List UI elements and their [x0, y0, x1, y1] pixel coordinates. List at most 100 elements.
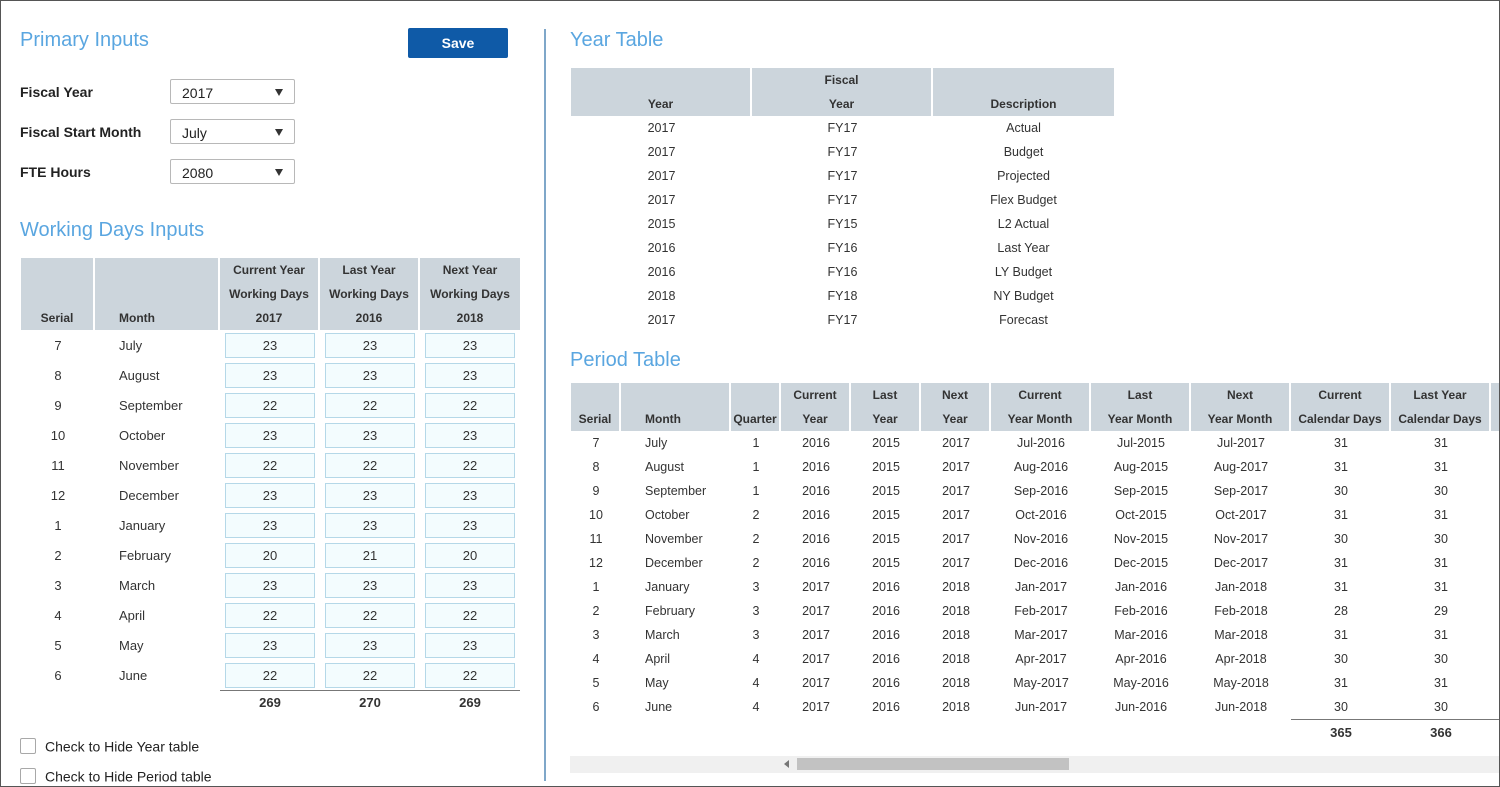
- working-days-cell: 22: [320, 450, 420, 480]
- month-cell: January: [119, 517, 166, 533]
- working-days-input[interactable]: 22: [425, 392, 515, 418]
- working-days-input[interactable]: 22: [425, 452, 515, 478]
- save-button[interactable]: Save: [408, 28, 508, 58]
- scrollbar-thumb[interactable]: [797, 758, 1069, 770]
- last-year-cell: 2015: [872, 460, 900, 474]
- description-cell: LY Budget: [994, 265, 1053, 279]
- working-days-input[interactable]: 23: [425, 512, 515, 538]
- working-days-header-row: Serial Month Current Year Working Days 201…: [21, 258, 520, 330]
- next-year-cell: 2018: [942, 700, 970, 714]
- description-cell: NY Budget: [993, 289, 1054, 303]
- next-year-cell: 2018: [942, 604, 970, 618]
- current-year-month-cell: Sep-2016: [1013, 484, 1069, 498]
- hide-year-table-checkbox-row[interactable]: Check to Hide Year table: [20, 737, 199, 755]
- last-year-calendar-days-cell: 30: [1434, 652, 1448, 666]
- month-cell: November: [645, 532, 703, 546]
- month-cell: February: [119, 547, 172, 563]
- working-days-input[interactable]: 23: [325, 572, 415, 598]
- current-year-month-cell: Oct-2016: [1015, 508, 1067, 522]
- last-year-month-cell: Sep-2015: [1113, 484, 1169, 498]
- working-days-input[interactable]: 23: [325, 422, 415, 448]
- working-days-input[interactable]: 20: [425, 542, 515, 568]
- current-year-month-cell: Mar-2017: [1014, 628, 1068, 642]
- last-year-month-cell: Mar-2016: [1114, 628, 1168, 642]
- month-cell: October: [645, 508, 690, 522]
- working-days-input[interactable]: 23: [325, 482, 415, 508]
- table-row: 7 July 23 23 23: [21, 330, 520, 360]
- horizontal-scrollbar[interactable]: [570, 756, 1499, 773]
- last-year-calendar-days-cell: 29: [1434, 604, 1448, 618]
- working-days-input[interactable]: 23: [225, 482, 315, 508]
- working-days-input[interactable]: 22: [225, 392, 315, 418]
- year-table-header-row: Year Fiscal Year Description: [571, 68, 1114, 116]
- working-days-cell: 22: [420, 450, 520, 480]
- hide-year-table-checkbox[interactable]: [20, 738, 36, 755]
- working-days-input[interactable]: 23: [325, 632, 415, 658]
- period-table-title: Period Table: [570, 349, 681, 371]
- table-row: 10 October 23 23 23: [21, 420, 520, 450]
- working-days-input[interactable]: 23: [425, 422, 515, 448]
- working-days-input[interactable]: 22: [325, 602, 415, 628]
- fiscal-start-month-select[interactable]: July: [170, 119, 295, 144]
- fte-hours-select[interactable]: 2080: [170, 159, 295, 184]
- serial-cell: 6: [592, 700, 600, 714]
- working-days-cell: 22: [420, 390, 520, 420]
- blank-cell: [1091, 719, 1191, 745]
- working-days-input[interactable]: 22: [225, 662, 315, 688]
- month-cell: December: [645, 556, 703, 570]
- working-days-input[interactable]: 23: [425, 362, 515, 388]
- working-days-input[interactable]: 23: [225, 512, 315, 538]
- serial-cell: 12: [50, 487, 66, 503]
- next-year-month-cell: May-2018: [1213, 676, 1269, 690]
- working-days-input[interactable]: 23: [225, 362, 315, 388]
- working-days-input[interactable]: 22: [325, 662, 415, 688]
- working-days-input[interactable]: 20: [225, 542, 315, 568]
- working-days-input[interactable]: 23: [425, 632, 515, 658]
- serial-cell: 5: [54, 637, 62, 653]
- current-year-month-cell: Jun-2017: [1014, 700, 1068, 714]
- working-days-input[interactable]: 23: [225, 332, 315, 358]
- working-days-input[interactable]: 23: [425, 572, 515, 598]
- working-days-input[interactable]: 23: [225, 632, 315, 658]
- current-year-cell: 2017: [802, 604, 830, 618]
- working-days-input[interactable]: 23: [325, 332, 415, 358]
- next-year-month-cell: Apr-2018: [1215, 652, 1267, 666]
- last-year-calendar-days-cell: 31: [1434, 628, 1448, 642]
- working-days-input[interactable]: 23: [325, 512, 415, 538]
- working-days-input[interactable]: 22: [225, 452, 315, 478]
- working-days-input[interactable]: 23: [425, 332, 515, 358]
- hide-period-table-checkbox-row[interactable]: Check to Hide Period table: [20, 767, 212, 785]
- working-days-input[interactable]: 22: [225, 602, 315, 628]
- current-calendar-days-cell: 28: [1334, 604, 1348, 618]
- serial-cell: 10: [589, 508, 603, 522]
- working-days-input[interactable]: 22: [425, 602, 515, 628]
- chevron-down-icon: [275, 129, 283, 136]
- working-days-input[interactable]: 23: [325, 362, 415, 388]
- hide-period-table-checkbox[interactable]: [20, 768, 36, 785]
- working-days-input[interactable]: 22: [325, 392, 415, 418]
- quarter-cell: 3: [752, 628, 760, 642]
- working-days-input[interactable]: 23: [225, 422, 315, 448]
- serial-cell: 2: [592, 604, 600, 618]
- working-days-input[interactable]: 23: [225, 572, 315, 598]
- blank-cell: [95, 690, 220, 714]
- last-year-cell: 2016: [872, 580, 900, 594]
- scroll-left-arrow-icon[interactable]: [784, 760, 789, 768]
- year-cell: 2017: [647, 169, 676, 183]
- next-year-cell: 2018: [942, 628, 970, 642]
- serial-cell: 4: [54, 607, 62, 623]
- working-days-cell: 23: [420, 510, 520, 540]
- col-header-current-year: Current Year: [781, 383, 851, 431]
- fiscal-year-select[interactable]: 2017: [170, 79, 295, 104]
- current-year-cell: 2016: [802, 556, 830, 570]
- working-days-input[interactable]: 22: [425, 662, 515, 688]
- table-row: 6 June 22 22 22: [21, 660, 520, 690]
- working-days-input[interactable]: 21: [325, 542, 415, 568]
- serial-cell: 6: [54, 667, 62, 683]
- blank-cell: [1191, 719, 1291, 745]
- working-days-input[interactable]: 22: [325, 452, 415, 478]
- table-row: 2016 FY16 LY Budget: [571, 260, 1114, 284]
- table-row: 8 August 1 2016 2015 2017 Aug-2016 Aug-2015 Aug-…: [571, 455, 1499, 479]
- working-days-input[interactable]: 23: [425, 482, 515, 508]
